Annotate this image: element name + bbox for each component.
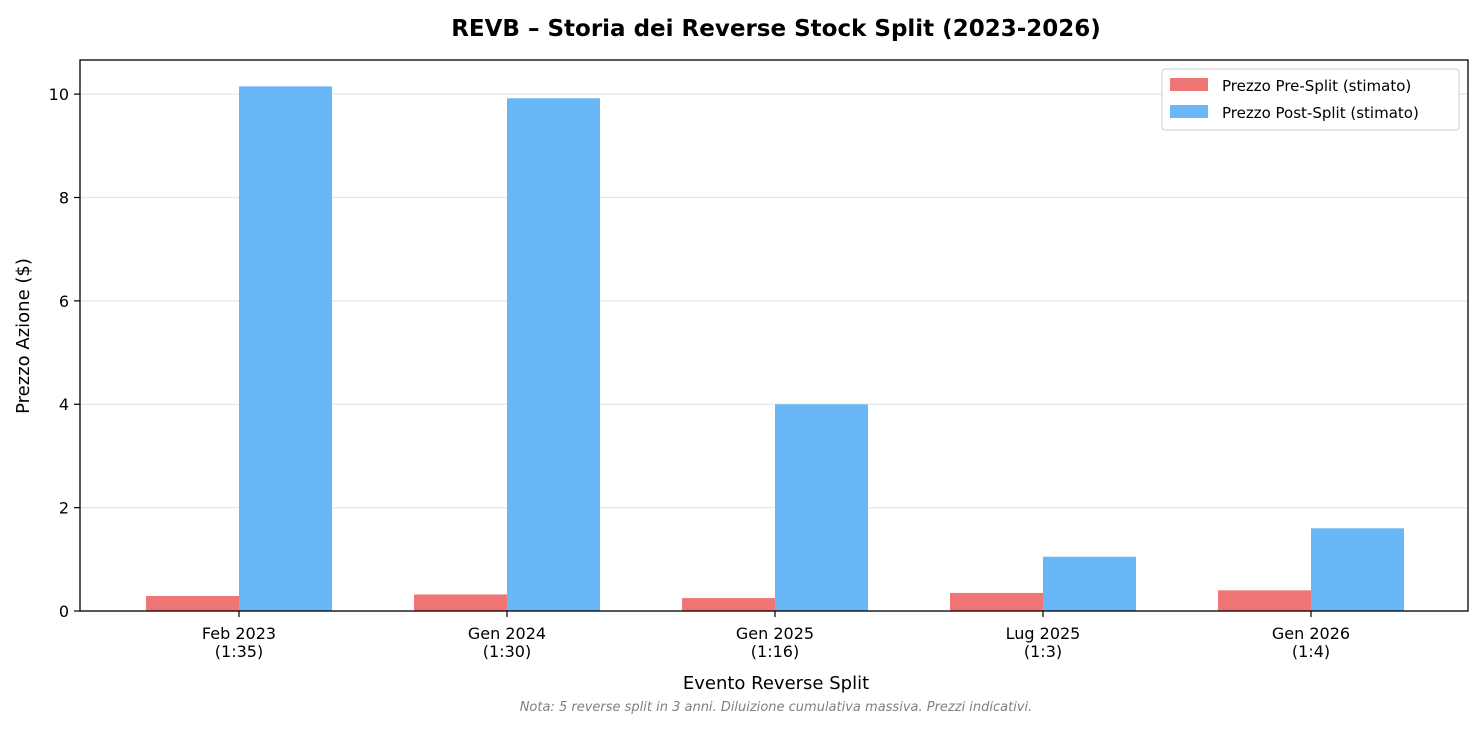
plot-frame	[79, 59, 1469, 612]
y-tick-label-4: 8	[59, 188, 69, 207]
x-axis-label: Evento Reverse Split	[683, 673, 869, 694]
x-tick-label-0: Feb 2023 (1:35)	[202, 624, 276, 661]
x-tick-label-3-line-1: (1:3)	[1024, 642, 1062, 661]
y-tick-label-0: 0	[59, 602, 69, 621]
legend: Prezzo Pre-Split (stimato) Prezzo Post-S…	[1161, 68, 1460, 131]
bar-post-split-4	[1311, 528, 1404, 611]
bar-pre-split-2	[682, 598, 775, 611]
x-tick-label-4-line-1: (1:4)	[1292, 642, 1330, 661]
bar-post-split-2	[775, 404, 868, 611]
legend-frame	[1161, 68, 1460, 131]
bar-post-split-3	[1043, 556, 1136, 611]
x-tick-label-2-line-1: (1:16)	[751, 642, 799, 661]
bar-pre-split-1	[414, 594, 507, 611]
x-tick-label-2: Gen 2025 (1:16)	[736, 624, 814, 661]
x-tick-label-0-line-1: (1:35)	[215, 642, 263, 661]
bar-post-split-0	[239, 86, 332, 612]
y-axis-label: Prezzo Azione ($)	[13, 258, 34, 414]
y-tick-label-1: 2	[59, 499, 69, 518]
x-tick-label-3: Lug 2025 (1:3)	[1006, 624, 1081, 661]
x-tick-label-4: Gen 2026 (1:4)	[1272, 624, 1350, 661]
x-tick-label-3-line-0: Lug 2025	[1006, 624, 1081, 643]
legend-swatch-pre-split	[1170, 78, 1208, 91]
x-tick-label-2-line-0: Gen 2025	[736, 624, 814, 643]
y-tick-label-5: 10	[49, 85, 69, 104]
legend-label-post-split: Prezzo Post-Split (stimato)	[1222, 104, 1419, 122]
bar-pre-split-3	[950, 592, 1043, 611]
bars	[146, 86, 1404, 612]
x-tick-label-1-line-0: Gen 2024	[468, 624, 546, 643]
y-tick-label-2: 4	[59, 395, 69, 414]
bar-post-split-1	[507, 98, 600, 612]
x-tick-label-4-line-0: Gen 2026	[1272, 624, 1350, 643]
y-axis-ticks: 0 2 4 6 8 10	[49, 85, 80, 621]
chart-title: REVB – Storia dei Reverse Stock Split (2…	[451, 16, 1101, 42]
y-tick-label-3: 6	[59, 292, 69, 311]
legend-label-pre-split: Prezzo Pre-Split (stimato)	[1222, 77, 1411, 95]
x-axis-ticks: Feb 2023 (1:35) Gen 2024 (1:30) Gen 2025 (1:1…	[202, 611, 1350, 661]
legend-swatch-post-split	[1170, 105, 1208, 118]
bar-pre-split-0	[146, 596, 239, 611]
bar-pre-split-4	[1218, 590, 1311, 611]
chart-note: Nota: 5 reverse split in 3 anni. Diluizi…	[520, 700, 1033, 715]
x-tick-label-1: Gen 2024 (1:30)	[468, 624, 546, 661]
x-tick-label-0-line-0: Feb 2023	[202, 624, 276, 643]
x-tick-label-1-line-1: (1:30)	[483, 642, 531, 661]
